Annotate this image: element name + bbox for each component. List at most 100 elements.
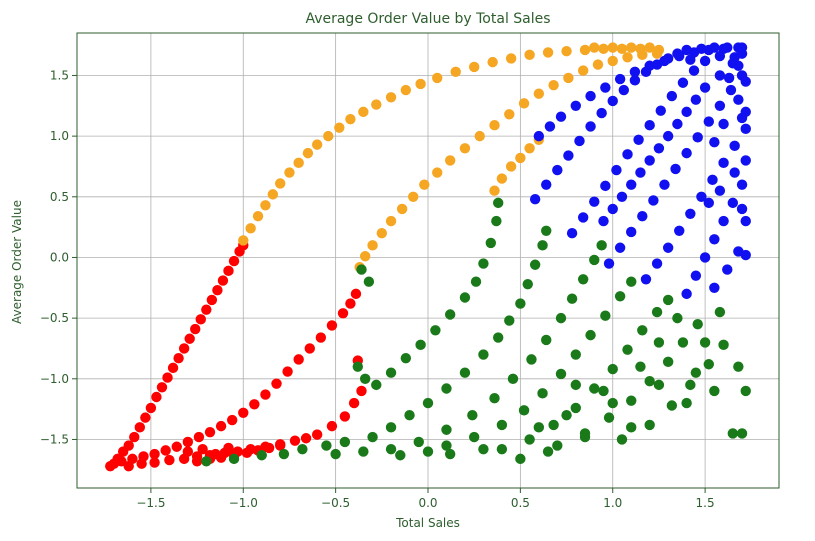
scatter-point [614,291,626,302]
scatter-point [616,43,628,54]
scatter-point [600,82,611,93]
scatter-point [566,293,578,304]
scatter-point [603,412,615,423]
scatter-point [256,450,267,461]
scatter-point [718,157,729,169]
scatter-point [171,441,182,452]
scatter-point [714,185,726,196]
scatter-point [140,412,151,423]
scatter-point [444,309,456,320]
scatter-point [311,429,323,440]
scatter-point [430,325,441,336]
scatter-point [300,433,312,444]
scatter-point [563,72,574,84]
scatter-point [493,332,504,343]
scatter-point [489,120,500,131]
scatter-point [555,368,567,380]
x-tick-label: 1.0 [603,496,622,510]
scatter-point [690,94,702,105]
scatter-point [415,339,426,351]
scatter-point [648,195,659,206]
scatter-point [524,49,535,61]
scatter-point [740,76,751,87]
scatter-point [167,362,179,374]
scatter-point [419,179,430,190]
scatter-point [422,446,434,457]
scatter-point [607,363,618,375]
scatter-point [178,343,190,354]
scatter-point [371,379,382,391]
scatter-point [450,66,461,78]
scatter-point [260,200,271,211]
scatter-point [215,420,227,432]
scatter-point [622,52,633,63]
scatter-point [400,352,412,364]
scatter-point [607,95,618,107]
scatter-point [190,323,201,335]
scatter-point [736,48,748,59]
scatter-point [376,228,388,239]
scatter-point [267,189,279,200]
scatter-point [598,43,609,54]
scatter-point [733,246,744,257]
scatter-point [662,294,674,306]
grid-lines [77,33,779,488]
scatter-point [334,122,345,133]
scatter-point [637,211,648,222]
scatter-point [622,344,633,355]
scatter-point [518,405,530,416]
scatter-point [589,254,600,266]
scatter-point [696,43,707,54]
scatter-point [677,77,689,88]
scatter-point [385,215,397,227]
scatter-point [681,397,692,409]
scatter-point [271,378,282,389]
scatter-point [681,288,692,300]
scatter-point [485,237,497,249]
scatter-point [570,349,581,360]
scatter-point [541,334,552,346]
scatter-point [552,164,563,176]
scatter-point [651,48,663,59]
scatter-point [653,337,665,348]
scatter-point [359,251,371,262]
scatter-point [616,191,628,202]
scatter-point [396,203,408,215]
scatter-point [699,337,711,348]
scatter-point [736,203,748,215]
scatter-point [729,140,740,152]
red-cluster-series [105,240,367,472]
scatter-point [681,106,692,118]
x-tick-label: 1.5 [696,496,715,510]
scatter-point [596,240,607,251]
scatter-point [323,130,334,142]
y-tick-label: −1.5 [40,432,69,446]
scatter-point [524,434,535,445]
scatter-point [651,258,663,269]
y-tick-label: 0.0 [50,250,69,264]
scatter-point [670,163,681,175]
scatter-point [529,194,541,205]
scatter-point [350,288,362,300]
scatter-point [644,42,655,53]
scatter-point [529,259,541,270]
scatter-point [709,282,720,293]
scatter-point [505,161,517,172]
scatter-point [496,419,508,431]
scatter-point [358,106,369,118]
scatter-point [592,59,604,70]
scatter-point [245,223,256,234]
scatter-point [371,99,382,110]
scatter-point [149,457,160,468]
orange-cluster-series [238,42,665,273]
x-tick-label: 0.0 [418,496,437,510]
scatter-point [626,276,637,287]
scatter-point [470,276,482,287]
scatter-point [459,292,471,303]
scatter-point [282,366,293,377]
scatter-point [491,215,502,227]
scatter-point [151,391,162,403]
scatter-point [339,436,351,448]
scatter-point [441,383,452,394]
scatter-point [561,410,572,421]
